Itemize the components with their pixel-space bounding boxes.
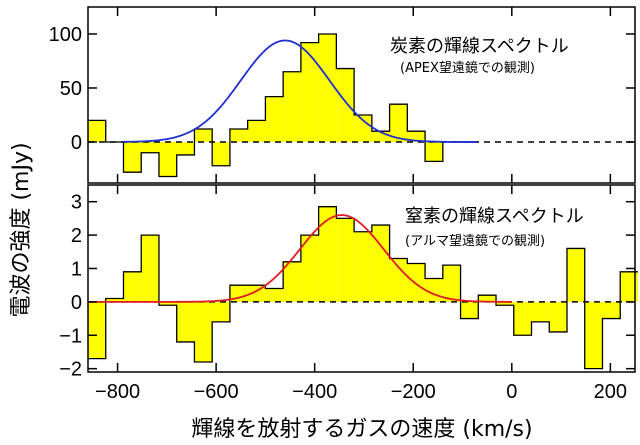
bar (229, 129, 248, 142)
bar (88, 301, 106, 359)
y-axis-label: 電波の強度 (mJy) (9, 142, 34, 317)
x-tick-label: 0 (506, 381, 517, 403)
bar (300, 42, 319, 142)
bar (336, 68, 355, 142)
bar (354, 231, 372, 302)
bar (105, 298, 124, 302)
bar (389, 258, 408, 302)
bar (283, 71, 301, 142)
bar (513, 301, 532, 336)
bar (354, 114, 372, 142)
bar (336, 218, 355, 302)
bar (371, 131, 390, 142)
x-tick-label: −400 (292, 381, 337, 403)
bar (407, 263, 426, 302)
bar (194, 301, 213, 362)
x-tick-label: 200 (594, 381, 627, 403)
carbon-panel-subtitle: (APEX望遠鏡での観測) (400, 60, 535, 76)
bar (158, 301, 177, 306)
x-tick-label: −800 (95, 381, 140, 403)
bar (158, 141, 177, 177)
bar (460, 301, 479, 319)
bar (318, 33, 337, 142)
bar (123, 141, 142, 173)
nitrogen-spectrum-panel: −2 −1 0 1 2 3 (59, 184, 638, 381)
y-tick-label: −1 (59, 325, 82, 347)
y-tick-label: 0 (71, 292, 82, 314)
bar (584, 301, 603, 369)
histogram-outline (88, 206, 638, 370)
x-tick-label: −200 (391, 381, 436, 403)
bar (602, 301, 621, 319)
bar (300, 235, 319, 302)
nitrogen-panel-title: 窒素の輝線スペクトル (405, 206, 584, 227)
y-tick-label: 50 (60, 78, 82, 100)
bar (212, 141, 230, 166)
bar (531, 301, 550, 322)
bar (141, 235, 159, 302)
bar (318, 206, 337, 302)
y-tick-label: 2 (71, 225, 82, 247)
bar (549, 301, 567, 332)
bar (620, 271, 638, 302)
y-tick-label: −2 (59, 359, 82, 381)
bar (141, 141, 159, 153)
bar (123, 271, 142, 302)
y-tick-label: 3 (71, 192, 82, 214)
bar (496, 301, 514, 306)
nitrogen-panel-subtitle: (アルマ望遠鏡での観測) (405, 233, 545, 249)
histogram-outline (88, 33, 479, 178)
bar (425, 278, 443, 302)
bar (247, 120, 266, 142)
plot-frame (87, 184, 636, 373)
y-tick-label: 1 (71, 258, 82, 280)
bar (176, 301, 195, 342)
x-tick-label: −600 (194, 381, 239, 403)
x-axis-label: 輝線を放射するガスの速度 (km/s) (191, 417, 532, 442)
fit-curve (122, 39, 478, 143)
bar (283, 261, 301, 302)
bar (442, 265, 461, 302)
y-tick-label: 100 (49, 24, 82, 46)
y-tick-label: 0 (71, 132, 82, 154)
bar (194, 129, 213, 142)
x-axis: −800 −600 −400 −200 0 200 (95, 381, 627, 403)
bar (407, 131, 426, 142)
bar (566, 248, 585, 302)
bar (229, 285, 248, 302)
bar (389, 104, 408, 142)
carbon-spectrum-panel: 0 50 100 (49, 6, 636, 184)
bar (425, 141, 443, 162)
bar (265, 96, 284, 142)
fit-curve (88, 214, 512, 303)
carbon-panel-title: 炭素の輝線スペクトル (390, 36, 569, 57)
plot-frame (87, 6, 636, 184)
bar (212, 301, 230, 322)
bar (176, 141, 195, 155)
bar (478, 295, 497, 302)
bar (88, 120, 106, 142)
bar (371, 225, 390, 302)
bar (265, 288, 284, 302)
